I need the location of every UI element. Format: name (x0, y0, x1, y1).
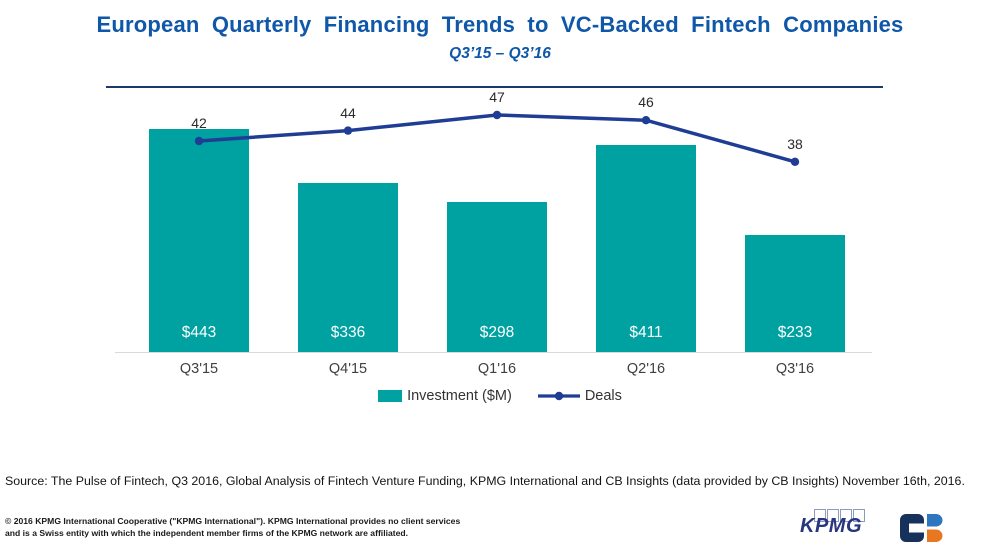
page-title: European Quarterly Financing Trends to V… (96, 12, 904, 37)
investment-bar: $336 (298, 183, 398, 352)
legend-item-investment: Investment ($M) (378, 388, 512, 404)
copyright-line-1: © 2016 KPMG International Cooperative ("… (5, 516, 461, 526)
bar-value-label: $336 (330, 324, 366, 341)
deals-value-label: 42 (191, 115, 207, 131)
copyright-line-2: and is a Swiss entity with which the ind… (5, 527, 409, 538)
legend-item-deals: Deals (537, 388, 622, 404)
x-axis-label: Q4'15 (328, 361, 368, 377)
bar-value-label: $443 (181, 324, 217, 341)
bar-value-label: $298 (479, 324, 515, 341)
x-axis-label: Q3'15 (179, 361, 219, 377)
x-axis-label: Q2'16 (626, 361, 666, 377)
kpmg-logo: KPMG (800, 509, 884, 538)
x-axis-line (115, 352, 872, 353)
bar-value-label: $411 (629, 324, 663, 341)
kpmg-squares-icon (814, 509, 884, 522)
deals-marker (790, 157, 800, 166)
bar-value-label: $233 (777, 324, 813, 341)
x-axis-label: Q1'16 (477, 361, 517, 377)
investment-bar: $298 (447, 202, 547, 352)
legend-label-investment: Investment ($M) (407, 388, 512, 404)
copyright-note: © 2016 KPMG International Cooperative ("… (5, 516, 460, 539)
investment-swatch-icon (378, 390, 403, 402)
chart-legend: Investment ($M) Deals (0, 388, 1000, 404)
investment-bar: $411 (596, 145, 696, 352)
deals-marker (492, 110, 502, 120)
deals-value-label: 46 (638, 94, 654, 111)
page-subtitle: Q3’15 – Q3’16 (449, 45, 551, 62)
cb-insights-logo (900, 514, 943, 542)
kpmg-logo-text: KPMG (800, 515, 862, 537)
legend-label-deals: Deals (584, 388, 622, 404)
investment-bar: $443 (149, 129, 249, 352)
title-divider (106, 86, 883, 88)
deals-value-label: 38 (787, 135, 803, 152)
investment-bar: $233 (745, 235, 845, 352)
deals-marker (641, 116, 651, 125)
x-axis-label: Q3'16 (775, 361, 815, 377)
deals-line-marker-icon (537, 391, 580, 401)
deals-value-label: 44 (340, 104, 356, 121)
source-note: Source: The Pulse of Fintech, Q3 2016, G… (5, 474, 965, 488)
deals-value-label: 47 (489, 89, 505, 105)
deals-marker (343, 126, 353, 135)
